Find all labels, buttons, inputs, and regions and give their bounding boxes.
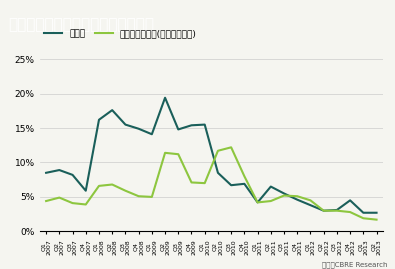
既存物件空室率(竣工１年以上): [136, 194, 141, 198]
既存物件空室率(竣工１年以上): [149, 195, 154, 199]
既存物件空室率(竣工１年以上): [70, 201, 75, 205]
既存物件空室率(竣工１年以上): [97, 184, 102, 187]
既存物件空室率(竣工１年以上): [189, 181, 194, 184]
既存物件空室率(竣工１年以上): [282, 194, 286, 197]
空室率: [282, 192, 286, 195]
空室率: [83, 189, 88, 192]
空室率: [348, 199, 352, 202]
空室率: [242, 182, 247, 185]
既存物件空室率(竣工１年以上): [176, 153, 181, 156]
既存物件空室率(竣工１年以上): [123, 189, 128, 192]
空室率: [269, 185, 273, 188]
Text: 大型マルチテナント型施設　空室率: 大型マルチテナント型施設 空室率: [8, 17, 154, 32]
既存物件空室率(竣工１年以上): [229, 146, 233, 149]
既存物件空室率(竣工１年以上): [57, 196, 62, 199]
Legend: 空室率, 既存物件空室率(竣工１年以上): 空室率, 既存物件空室率(竣工１年以上): [41, 26, 200, 42]
空室率: [176, 128, 181, 131]
既存物件空室率(竣工１年以上): [321, 209, 326, 212]
空室率: [308, 204, 313, 207]
既存物件空室率(竣工１年以上): [202, 182, 207, 185]
空室率: [295, 198, 300, 201]
空室率: [70, 173, 75, 176]
空室率: [335, 208, 339, 212]
空室率: [97, 118, 102, 121]
既存物件空室率(竣工１年以上): [83, 203, 88, 206]
既存物件空室率(竣工１年以上): [361, 217, 366, 220]
空室率: [149, 133, 154, 136]
空室率: [321, 209, 326, 212]
Line: 空室率: 空室率: [46, 98, 376, 213]
空室率: [202, 123, 207, 126]
空室率: [216, 171, 220, 174]
既存物件空室率(竣工１年以上): [308, 199, 313, 202]
空室率: [255, 201, 260, 204]
既存物件空室率(竣工１年以上): [242, 175, 247, 178]
空室率: [123, 123, 128, 126]
空室率: [110, 108, 115, 112]
既存物件空室率(竣工１年以上): [110, 183, 115, 186]
空室率: [374, 211, 379, 214]
既存物件空室率(竣工１年以上): [348, 210, 352, 214]
既存物件空室率(竣工１年以上): [374, 218, 379, 221]
既存物件空室率(竣工１年以上): [269, 199, 273, 203]
既存物件空室率(竣工１年以上): [44, 199, 49, 203]
空室率: [189, 124, 194, 127]
空室率: [136, 127, 141, 130]
空室率: [57, 168, 62, 172]
既存物件空室率(竣工１年以上): [295, 194, 300, 198]
空室率: [361, 211, 366, 214]
空室率: [163, 96, 167, 99]
空室率: [229, 183, 233, 187]
既存物件空室率(竣工１年以上): [335, 209, 339, 212]
既存物件空室率(竣工１年以上): [163, 151, 167, 154]
既存物件空室率(竣工１年以上): [255, 201, 260, 204]
Text: 出所：CBRE Research: 出所：CBRE Research: [322, 261, 387, 268]
既存物件空室率(竣工１年以上): [216, 149, 220, 152]
空室率: [44, 171, 49, 174]
Line: 既存物件空室率(竣工１年以上): 既存物件空室率(竣工１年以上): [46, 147, 376, 220]
